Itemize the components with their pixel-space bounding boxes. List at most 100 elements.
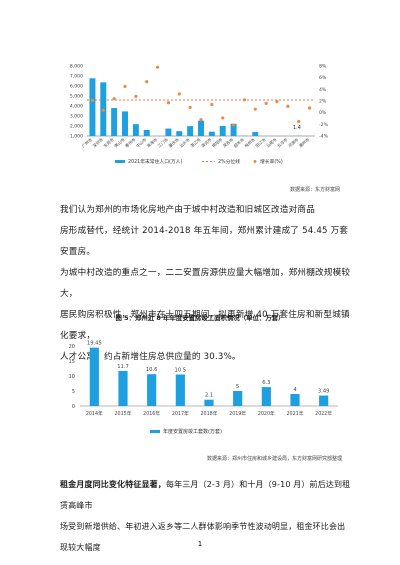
x-tick-label: 阳江市 <box>254 136 267 148</box>
bottom-paragraph: 租金月度同比变化特征显著，每年三月（2-3 月）和十月（9-10 月）前后达到租… <box>60 474 352 558</box>
bar <box>89 347 99 406</box>
y2-tick-label: 8% <box>319 64 327 70</box>
legend-dot-label: 增长率(%) <box>260 158 283 165</box>
bar <box>175 374 185 406</box>
population-chart: 8,000 7,000 6,000 5,000 4,000 3,000 2,000 1,000… <box>70 64 329 166</box>
data-label: 4 <box>293 387 297 393</box>
x-tick-label: 2014年 <box>86 410 103 417</box>
paragraph-line: 我们认为郑州的市场化房地产由于城中村改造和旧城区改造对商品 <box>60 205 316 215</box>
bar <box>219 125 226 136</box>
x-tick-label: 茂名市 <box>221 136 234 148</box>
data-label: 3.49 <box>318 389 330 395</box>
x-tick-label: 珠海市 <box>145 136 158 148</box>
growth-dot <box>242 98 247 102</box>
paragraph-line: 人才公寓，约占新增住房总供应量的 30.3%。 <box>60 352 241 362</box>
figure-title: 图 5：郑州近 8 年年度安置房竣工面积情况（单位：万套） <box>115 314 285 322</box>
y2-tick-label: 6% <box>319 75 327 81</box>
growth-dot <box>253 107 257 111</box>
bar <box>204 399 214 406</box>
paragraph-line: 租金月度同比变化特征显著，每年三月（2-3 月）和十月（9-10 月）前后达到租… <box>60 474 352 516</box>
bar <box>176 131 183 136</box>
x-tick-label: 梅州市 <box>243 136 256 148</box>
x-tick-label: 深圳市 <box>91 136 104 148</box>
lead-rest: 每年三月（2-3 月）和十月（9-10 月）前后达到租赁高峰市 <box>60 480 351 510</box>
y2-tick-label: 0% <box>319 110 327 116</box>
data-label: 10.6 <box>146 367 158 373</box>
bar <box>111 108 118 136</box>
growth-dot <box>177 92 181 96</box>
body-paragraph: 我们认为郑州的市场化房地产由于城中村改造和旧城区改造对商品 房形成替代，经统计 … <box>60 200 352 368</box>
y-tick-label: 6,000 <box>70 84 83 90</box>
data-label: 2.1 <box>205 393 213 399</box>
paragraph-line: 场受到新增供给、年初进入返乡等二人群体影响季节性波动明显，租金环比会出现较大幅度 <box>60 522 346 552</box>
growth-dot <box>112 97 116 101</box>
legend-bar-swatch <box>115 160 125 163</box>
y-tick-label: 15 <box>69 359 75 365</box>
data-label: 11.7 <box>117 364 129 370</box>
y-axis-right: 8% 6% 4% 2% 0% -2% -4% <box>319 64 329 140</box>
data-label: 6.3 <box>262 380 270 386</box>
legend-bar-label: 2021年末常住人口(万人) <box>128 158 182 165</box>
y-tick-label: 1,000 <box>70 134 83 140</box>
bar <box>132 124 139 136</box>
x-tick-label: 河源市 <box>286 136 299 148</box>
bar <box>122 111 128 136</box>
bar <box>143 129 150 136</box>
paragraph-line: 房形成替代，经统计 2014-2018 年五年间，郑州累计建成了 54.45 万… <box>60 226 349 257</box>
x-tick-label: 2015年 <box>114 410 131 417</box>
growth-dot <box>297 119 301 124</box>
annotation-label: 1.4 <box>293 125 301 131</box>
growth-dot <box>90 98 95 103</box>
x-tick-label: 2019年 <box>229 410 246 417</box>
bar <box>198 120 204 136</box>
y2-tick-label: -2% <box>319 122 329 128</box>
x-tick-label: 肇庆市 <box>167 136 180 148</box>
legend-line-label: 2%分位线 <box>218 158 240 165</box>
x-tick-label: 2016年 <box>143 410 160 417</box>
data-label: 5 <box>236 384 239 390</box>
bottom-source: 数据来源：郑州市住房和城乡建设局，东方财富网研究部整理 <box>206 456 342 462</box>
growth-dot <box>210 102 214 107</box>
y-axis: 20 15 10 5 0 <box>69 344 75 410</box>
bar <box>187 126 194 136</box>
x-tick-label: 潮州市 <box>297 136 310 148</box>
x-tick-label: 揭阳市 <box>210 136 223 148</box>
growth-dot <box>275 99 279 104</box>
legend-dot-swatch <box>253 160 257 163</box>
growth-dot <box>166 101 171 105</box>
x-tick-label: 佛山市 <box>113 136 126 148</box>
x-tick-label: 2020年 <box>258 410 275 417</box>
bar <box>252 132 259 136</box>
growth-dot <box>199 118 203 122</box>
y2-tick-label: 2% <box>319 99 327 105</box>
page-number: 1 <box>197 540 203 548</box>
y-tick-label: 2,000 <box>70 124 83 130</box>
y-tick-label: 0 <box>72 404 75 410</box>
bar <box>165 128 172 136</box>
x-tick-label: 云浮市 <box>275 136 288 148</box>
x-tick-label: 惠州市 <box>123 136 136 148</box>
growth-dot <box>134 94 138 98</box>
growth-dot <box>231 123 236 127</box>
bar <box>118 370 128 406</box>
bar <box>290 394 300 406</box>
x-tick-label: 湛江市 <box>189 136 202 148</box>
y-tick-label: 20 <box>69 344 75 350</box>
bar <box>233 391 243 406</box>
resettlement-chart: 20 15 10 5 0 19.45 11.7 10.6 10.5 2.1 5 6.3 4 3.49 2… <box>69 341 338 435</box>
y-tick-label: 5,000 <box>70 94 83 100</box>
x-tick-label: 江门市 <box>156 136 169 148</box>
data-label: 10.5 <box>175 368 187 374</box>
x-tick-label: 2018年 <box>200 410 217 417</box>
x-tick-label: 韶关市 <box>232 136 245 148</box>
bar <box>319 395 329 406</box>
bold-lead: 租金月度同比变化特征显著， <box>60 480 166 489</box>
x-tick-label: 东莞市 <box>102 136 115 148</box>
growth-dot <box>188 105 192 110</box>
bar <box>208 131 215 136</box>
x-tick-label: 汕头市 <box>178 136 191 148</box>
growth-dot <box>307 106 312 110</box>
data-label: 19.45 <box>87 341 102 347</box>
y2-tick-label: 4% <box>319 87 327 93</box>
growth-dot <box>264 101 268 105</box>
